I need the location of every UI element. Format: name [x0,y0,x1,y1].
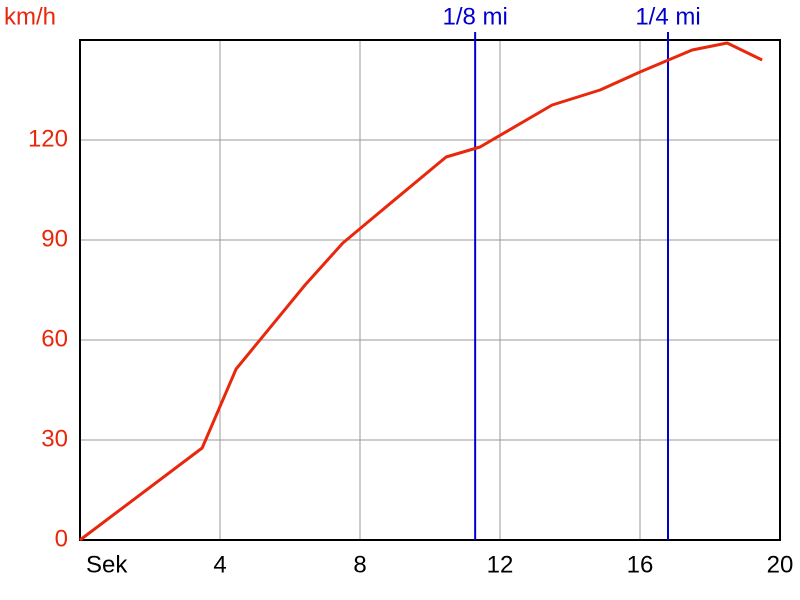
x-tick-label: 12 [487,551,514,578]
y-axis-label: km/h [4,3,56,30]
y-tick-label: 60 [41,325,68,352]
plot-frame [79,39,781,541]
y-tick-label: 30 [41,425,68,452]
y-tick-label: 90 [41,225,68,252]
speed-line [79,41,763,542]
distance-marker-label: 1/8 mi [442,3,507,30]
y-tick-label: 0 [55,525,68,552]
x-tick-label: 16 [627,551,654,578]
distance-marker-label: 1/4 mi [635,3,700,30]
x-tick-label: 20 [767,551,794,578]
y-tick-label: 120 [28,125,68,152]
x-tick-label: 8 [353,551,366,578]
x-axis-label: Sek [86,551,128,578]
x-tick-label: 4 [213,551,226,578]
